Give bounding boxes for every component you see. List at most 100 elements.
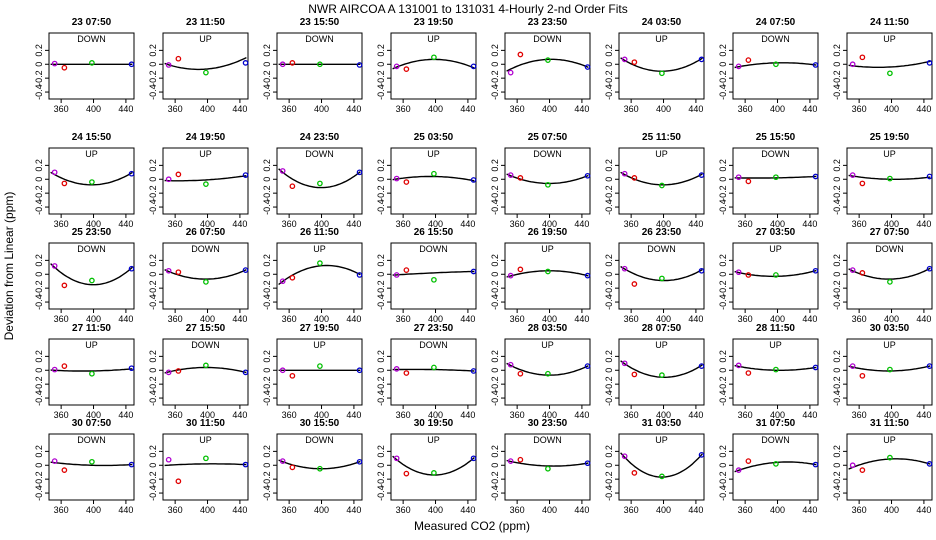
panel-frame: [846, 32, 933, 100]
panel-label: 23 23:50: [528, 17, 568, 28]
y-tick-label: 0: [490, 272, 500, 277]
y-tick-label: -0.2: [490, 280, 500, 296]
y-tick-label: -0.2: [490, 376, 500, 392]
data-point: [203, 279, 209, 285]
panel: 30 23:50 DOWN 0.2 0 -0.2-0.4 360 400 440: [490, 418, 591, 515]
x-tick-label: 400: [542, 505, 557, 515]
y-tick-label: -0.2: [718, 471, 728, 487]
x-tick-label: 360: [624, 104, 639, 114]
panel-label: 27 07:50: [870, 227, 910, 238]
y-tick-label: 0.2: [262, 159, 272, 172]
data-point: [631, 470, 638, 476]
x-tick-label: 400: [314, 314, 329, 324]
data-point: [745, 178, 752, 185]
data-point: [659, 182, 665, 189]
y-tick-label: 0.2: [604, 445, 614, 458]
y-tick-label: -0.2: [718, 376, 728, 392]
panel-label: 28 11:50: [756, 323, 795, 334]
panel-frame: [162, 32, 249, 100]
data-point: [849, 61, 856, 68]
x-tick-label: 400: [656, 219, 671, 229]
data-point: [812, 62, 819, 68]
panel-direction: UP: [85, 340, 98, 350]
data-point: [631, 175, 638, 181]
y-tick-label: 0.2: [148, 254, 158, 267]
data-point: [659, 473, 665, 480]
data-point: [356, 367, 363, 374]
x-tick-label: 440: [916, 104, 931, 114]
y-tick-label: -0.2: [376, 471, 386, 487]
data-point: [470, 63, 477, 70]
y-tick-label: 0.2: [262, 254, 272, 267]
data-point: [289, 183, 296, 190]
panel-direction: UP: [427, 34, 440, 44]
data-point: [317, 61, 323, 68]
y-tick-label: -0.2: [490, 70, 500, 86]
panel-frame: [276, 147, 363, 215]
fit-curve: [734, 62, 817, 69]
y-tick-label: 0.2: [832, 44, 842, 57]
y-tick-label: -0.2: [262, 280, 272, 296]
data-point: [89, 458, 95, 465]
data-point: [584, 64, 591, 70]
panel-direction: UP: [313, 340, 326, 350]
x-tick-label: 400: [428, 410, 443, 420]
data-point: [517, 51, 524, 58]
panel-frame: [504, 338, 591, 406]
x-tick-label: 360: [738, 505, 753, 515]
y-tick-label: 0: [604, 463, 614, 468]
panel-direction: DOWN: [761, 34, 790, 44]
x-tick-label: 360: [852, 104, 867, 114]
panel-label: 23 07:50: [72, 17, 112, 28]
panel: 26 23:50 DOWN 0.2 0 -0.2-0.4 360 400 440: [604, 227, 705, 324]
x-tick-label: 440: [574, 410, 589, 420]
x-tick-label: 400: [200, 505, 215, 515]
panel-label: 30 23:50: [528, 418, 568, 429]
chart-title: NWR AIRCOA A 131001 to 131031 4-Hourly 2…: [308, 2, 628, 16]
fit-curve: [620, 265, 703, 282]
data-point: [812, 461, 819, 468]
data-point: [165, 267, 172, 274]
y-tick-label: -0.2: [718, 70, 728, 86]
panel-label: 24 19:50: [186, 132, 226, 143]
y-tick-label: -0.4: [148, 390, 158, 406]
x-tick-label: 400: [86, 505, 101, 515]
panel-label: 30 19:50: [414, 418, 454, 429]
x-tick-label: 360: [282, 219, 297, 229]
y-tick-label: 0.2: [148, 44, 158, 57]
panel: 23 11:50 UP 0.2 0 -0.2-0.4 360 400 440: [148, 17, 249, 114]
data-point: [356, 458, 363, 465]
x-tick-label: 440: [460, 410, 475, 420]
panel-label: 25 07:50: [528, 132, 568, 143]
data-point: [470, 455, 477, 462]
y-tick-label: 0.2: [832, 254, 842, 267]
data-point: [584, 172, 591, 179]
panel-frame: [618, 32, 705, 100]
panel-direction: UP: [883, 34, 896, 44]
data-point: [242, 172, 249, 178]
x-tick-label: 440: [232, 314, 247, 324]
data-point: [403, 470, 410, 477]
y-tick-label: -0.4: [604, 390, 614, 406]
data-point: [887, 454, 893, 461]
data-point: [773, 366, 779, 373]
y-tick-label: 0.2: [34, 445, 44, 458]
panel-direction: UP: [883, 435, 896, 445]
data-point: [812, 267, 819, 274]
x-tick-label: 440: [802, 314, 817, 324]
data-point: [89, 179, 95, 185]
data-point: [431, 276, 437, 283]
y-tick-label: -0.4: [832, 199, 842, 215]
y-tick-label: 0.2: [718, 159, 728, 172]
y-tick-label: 0.2: [604, 44, 614, 57]
y-tick-label: 0: [832, 177, 842, 182]
panel-label: 30 11:50: [186, 418, 225, 429]
x-tick-label: 400: [428, 505, 443, 515]
y-tick-label: 0.2: [490, 159, 500, 172]
y-tick-label: 0: [34, 62, 44, 67]
panel-label: 26 11:50: [300, 227, 339, 238]
y-tick-label: 0.2: [34, 254, 44, 267]
data-point: [698, 172, 705, 178]
x-tick-label: 360: [396, 410, 411, 420]
panel-frame: [732, 242, 819, 310]
